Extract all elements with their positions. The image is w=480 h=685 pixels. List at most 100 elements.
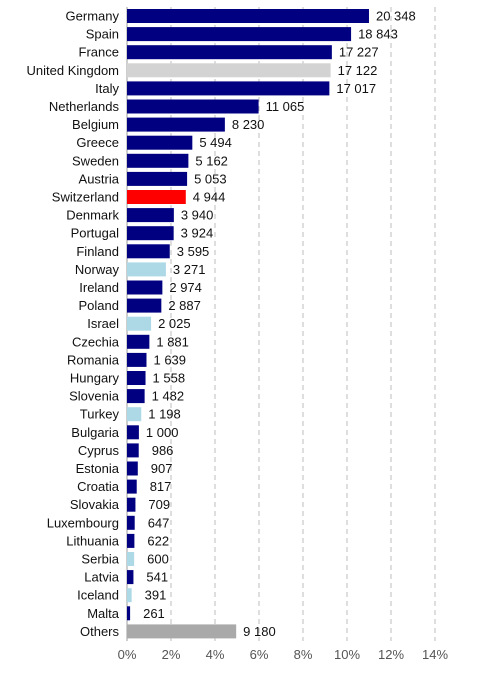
category-label: Hungary [70, 371, 120, 386]
bar [127, 117, 225, 132]
x-tick-label: 4% [206, 647, 225, 662]
data-label: 17 122 [338, 63, 378, 78]
bar [127, 425, 139, 440]
data-label: 3 924 [181, 226, 214, 241]
data-label: 261 [143, 606, 165, 621]
category-label: Serbia [81, 552, 119, 567]
category-label: Spain [86, 27, 119, 42]
category-label: Croatia [77, 479, 120, 494]
category-label: Austria [79, 171, 120, 186]
category-label: Belgium [72, 117, 119, 132]
data-label: 5 162 [195, 153, 228, 168]
data-label: 986 [152, 443, 174, 458]
data-label: 17 017 [336, 81, 376, 96]
bar [127, 27, 352, 42]
category-label: Sweden [72, 153, 119, 168]
data-label: 1 482 [152, 389, 185, 404]
category-label: Slovenia [69, 389, 120, 404]
category-label: Portugal [71, 226, 120, 241]
x-axis-ticks: 0% 2% 4% 6% 8% 10% 12% 14% [118, 647, 449, 662]
bar [127, 262, 166, 277]
category-label: France [79, 45, 119, 60]
category-label: Romania [67, 352, 120, 367]
bars [127, 9, 369, 639]
bar [127, 515, 135, 530]
bar [127, 334, 150, 349]
category-label: Denmark [66, 208, 119, 223]
category-label: Cyprus [78, 443, 120, 458]
bar [127, 208, 174, 223]
category-label: Ireland [79, 280, 119, 295]
data-label: 1 881 [156, 334, 189, 349]
category-label: Lithuania [66, 533, 120, 548]
category-label: Norway [75, 262, 120, 277]
bar [127, 190, 186, 204]
bar [127, 606, 131, 621]
category-label: Luxembourg [47, 515, 119, 530]
x-tick-label: 6% [250, 647, 269, 662]
bar [127, 588, 132, 603]
bar [127, 171, 188, 186]
bar [127, 280, 163, 295]
bar [127, 226, 174, 241]
data-label: 20 348 [376, 9, 416, 24]
category-label: Greece [76, 135, 119, 150]
bar [127, 45, 332, 60]
x-tick-label: 12% [378, 647, 404, 662]
data-label: 709 [148, 497, 170, 512]
bar [127, 9, 369, 23]
data-label: 817 [150, 479, 172, 494]
data-label: 9 180 [243, 624, 276, 639]
x-tick-label: 0% [118, 647, 137, 662]
x-tick-label: 8% [294, 647, 313, 662]
category-label: Czechia [72, 334, 120, 349]
data-label: 3 940 [181, 208, 214, 223]
bar [127, 407, 142, 422]
bar [127, 479, 137, 494]
category-label: Slovakia [70, 497, 120, 512]
data-label: 5 053 [194, 171, 227, 186]
data-label: 647 [148, 515, 170, 530]
data-label: 600 [147, 552, 169, 567]
data-label: 391 [145, 588, 167, 603]
category-label: Estonia [76, 461, 120, 476]
bar [127, 570, 134, 585]
bar [127, 135, 193, 150]
data-label: 3 595 [177, 244, 210, 259]
category-label: Netherlands [49, 99, 120, 114]
bar [127, 624, 237, 639]
category-label: Finland [76, 244, 119, 259]
bar [127, 389, 145, 404]
data-label: 622 [147, 533, 169, 548]
category-label: United Kingdom [27, 63, 120, 78]
bar [127, 497, 136, 512]
category-label: Others [80, 624, 120, 639]
x-tick-label: 10% [334, 647, 360, 662]
data-label: 541 [146, 570, 168, 585]
bar [127, 533, 135, 548]
data-label: 11 065 [266, 99, 305, 114]
data-label: 1 198 [148, 407, 181, 422]
category-label: Turkey [80, 407, 120, 422]
bar [127, 153, 189, 168]
data-label: 1 639 [153, 352, 186, 367]
category-label: Switzerland [52, 190, 119, 205]
data-label: 2 025 [158, 316, 191, 331]
data-label: 18 843 [358, 27, 398, 42]
category-label: Poland [79, 298, 119, 313]
data-label: 1 000 [146, 425, 179, 440]
category-label: Germany [66, 9, 120, 24]
category-label: Bulgaria [71, 425, 119, 440]
data-label: 2 887 [168, 298, 201, 313]
x-tick-label: 2% [162, 647, 181, 662]
data-label: 907 [151, 461, 173, 476]
category-label: Italy [95, 81, 119, 96]
bar [127, 63, 331, 78]
data-label: 1 558 [153, 371, 186, 386]
bar [127, 244, 170, 259]
category-label: Latvia [84, 570, 119, 585]
x-tick-label: 14% [422, 647, 448, 662]
